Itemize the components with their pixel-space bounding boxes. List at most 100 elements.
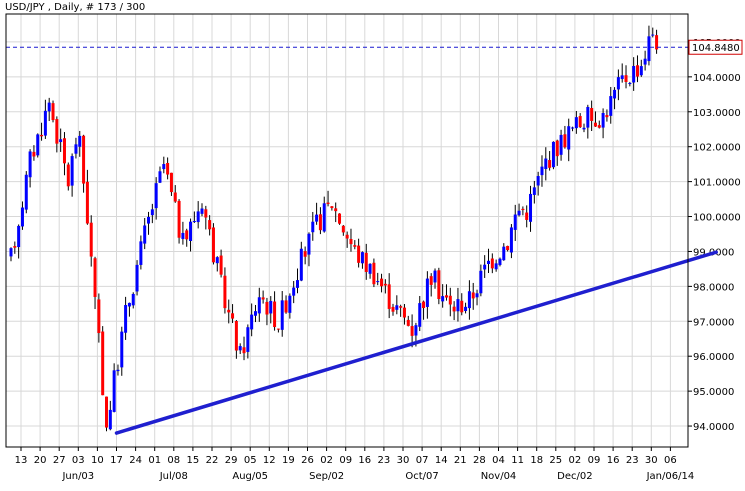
candle-body <box>185 230 189 240</box>
candle-body <box>593 122 597 127</box>
candle-body <box>231 313 235 319</box>
candle-body <box>414 325 418 336</box>
x-tick-label: 02 <box>569 455 582 466</box>
candle-body <box>82 135 86 184</box>
candle-body <box>307 233 311 255</box>
candle-body <box>597 125 601 128</box>
candle-body <box>513 214 517 230</box>
x-tick-label: 24 <box>129 455 142 466</box>
candle-body <box>628 82 632 84</box>
candle-body <box>410 326 414 336</box>
candle-body <box>357 245 361 263</box>
candle-body <box>208 220 212 230</box>
x-tick-label: 23 <box>626 455 639 466</box>
candle-body <box>467 291 471 309</box>
candle-body <box>452 306 456 312</box>
x-tick-label: 21 <box>454 455 467 466</box>
candle-body <box>464 306 468 311</box>
candle-body <box>66 164 70 187</box>
y-tick-label: 95.0000 <box>693 387 734 398</box>
candle-body <box>544 158 548 170</box>
candle-body <box>246 327 250 352</box>
candle-body <box>223 275 227 309</box>
plot-frame <box>5 13 689 448</box>
candle-body <box>460 300 464 313</box>
candle-body <box>540 166 544 176</box>
candle-body <box>158 171 162 183</box>
candle-body <box>532 187 536 195</box>
candle-body <box>548 160 552 168</box>
candle-body <box>28 151 32 178</box>
candle-body <box>169 172 173 193</box>
candle-body <box>574 117 578 129</box>
candle-body <box>471 292 475 299</box>
candle-body <box>112 370 116 412</box>
candle-body <box>200 208 204 214</box>
y-tick-label: 100.0000 <box>693 213 741 224</box>
x-tick-label: 27 <box>53 455 66 466</box>
x-tick-label: 29 <box>225 455 238 466</box>
candle-body <box>284 300 288 313</box>
candle-body <box>590 107 594 121</box>
candle-body <box>571 127 575 129</box>
candle-body <box>326 202 330 204</box>
candle-body <box>349 238 353 245</box>
candle-body <box>341 225 345 233</box>
candle-body <box>253 311 257 316</box>
candle-body <box>655 35 659 50</box>
candle-body <box>609 96 613 116</box>
candle-body <box>525 212 529 220</box>
candle-body <box>40 134 44 137</box>
x-tick-label: 13 <box>15 455 28 466</box>
candle-body <box>250 314 254 330</box>
candle-body <box>620 75 624 80</box>
candle-body <box>490 258 494 269</box>
candle-body <box>517 210 521 216</box>
x-tick-label: 14 <box>435 455 448 466</box>
candle-body <box>51 103 55 121</box>
candle-body <box>475 293 479 298</box>
candle-body <box>345 234 349 239</box>
x-tick-label: 26 <box>301 455 314 466</box>
x-tick-label: 01 <box>148 455 161 466</box>
candle-body <box>387 284 391 309</box>
y-tick-label: 94.0000 <box>693 422 734 433</box>
candle-body <box>124 305 128 333</box>
candle-body <box>318 214 322 231</box>
candle-body <box>131 293 135 306</box>
support-trendline <box>114 250 718 435</box>
candle-body <box>78 135 82 147</box>
candle-body <box>334 208 338 212</box>
candle-body <box>265 301 269 315</box>
candle-body <box>322 203 326 232</box>
candle-body <box>632 65 636 83</box>
candle-body <box>296 280 299 288</box>
candle-body <box>89 222 93 257</box>
candle-body <box>234 321 238 351</box>
candle-body <box>639 66 643 76</box>
x-tick-label: 02 <box>320 455 333 466</box>
candle-body <box>567 126 571 150</box>
candle-body <box>509 227 513 253</box>
candle-body <box>108 409 112 430</box>
x-tick-label: 23 <box>378 455 391 466</box>
candle-body <box>353 245 357 247</box>
candle-body <box>215 257 219 264</box>
x-tick-label: 28 <box>473 455 486 466</box>
plot-background <box>6 14 688 447</box>
candle-body <box>651 34 655 36</box>
candle-body <box>406 319 410 326</box>
candle-body <box>391 306 395 312</box>
candle-body <box>32 151 36 157</box>
candle-body <box>70 156 74 186</box>
current-price-label: 104.8480 <box>692 43 740 54</box>
candle-body <box>433 270 437 283</box>
candle-body <box>299 248 303 281</box>
x-month-label: Oct/07 <box>405 471 438 482</box>
candle-body <box>372 262 376 285</box>
candle-body <box>483 264 487 270</box>
candle-body <box>55 119 59 144</box>
candle-body <box>269 300 273 314</box>
candle-body <box>93 258 97 297</box>
